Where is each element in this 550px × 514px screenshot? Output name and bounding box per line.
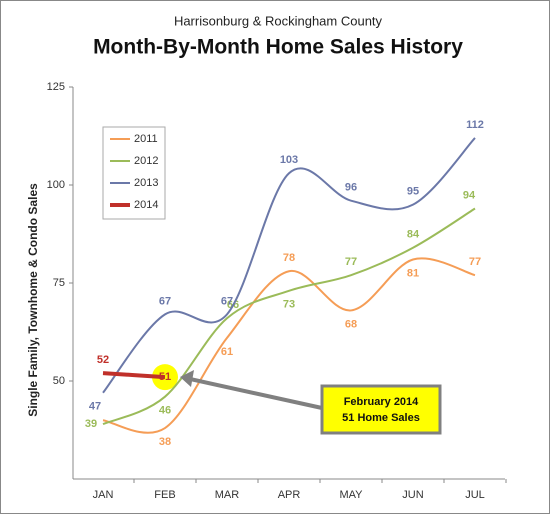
annotation-text: February 2014 <box>344 396 419 408</box>
x-tick-label: FEB <box>154 489 175 501</box>
data-label: 51 <box>159 371 171 383</box>
data-label: 46 <box>159 405 171 417</box>
series-line <box>102 257 476 434</box>
y-axis-label: Single Family, Townhome & Condo Sales <box>26 183 40 417</box>
data-label: 39 <box>85 418 97 430</box>
data-label: 84 <box>407 229 420 241</box>
data-label: 112 <box>466 119 484 131</box>
legend-label: 2014 <box>134 199 158 211</box>
legend <box>102 126 166 220</box>
x-tick-label: APR <box>278 489 301 501</box>
x-tick-label: MAY <box>339 489 363 501</box>
data-label: 68 <box>345 318 357 330</box>
data-label: 52 <box>97 354 109 366</box>
data-label: 81 <box>407 267 419 279</box>
data-label: 94 <box>463 189 476 201</box>
data-label: 96 <box>345 182 357 194</box>
series-line <box>102 137 476 394</box>
x-tick-label: JUN <box>402 489 423 501</box>
series-line <box>102 207 476 426</box>
y-tick-label: 75 <box>53 277 65 289</box>
data-label: 61 <box>221 346 233 358</box>
x-tick-label: JUL <box>465 489 485 501</box>
chart-title: Month-By-Month Home Sales History <box>93 36 463 59</box>
data-label: 103 <box>280 154 298 166</box>
arrow-head <box>180 370 194 387</box>
data-label: 47 <box>89 401 101 413</box>
series-line <box>102 371 166 380</box>
annotation-text: 51 Home Sales <box>342 412 420 424</box>
legend-label: 2011 <box>134 133 158 145</box>
x-tick-label: JAN <box>93 489 114 501</box>
y-tick-label: 100 <box>47 179 65 191</box>
data-label: 77 <box>469 256 481 268</box>
data-label: 67 <box>221 295 233 307</box>
data-label: 78 <box>283 252 295 264</box>
data-label: 38 <box>159 436 171 448</box>
annotation-arrow <box>189 377 323 410</box>
data-label: 95 <box>407 186 419 198</box>
x-tick-label: MAR <box>215 489 240 501</box>
data-label: 73 <box>283 299 295 311</box>
chart-subtitle: Harrisonburg & Rockingham County <box>174 13 383 28</box>
y-tick-label: 125 <box>47 81 65 93</box>
y-tick-label: 50 <box>53 375 65 387</box>
data-label: 77 <box>345 256 357 268</box>
legend-label: 2013 <box>134 177 158 189</box>
data-label: 67 <box>159 295 171 307</box>
annotation-box <box>320 384 442 435</box>
legend-label: 2012 <box>134 155 158 167</box>
